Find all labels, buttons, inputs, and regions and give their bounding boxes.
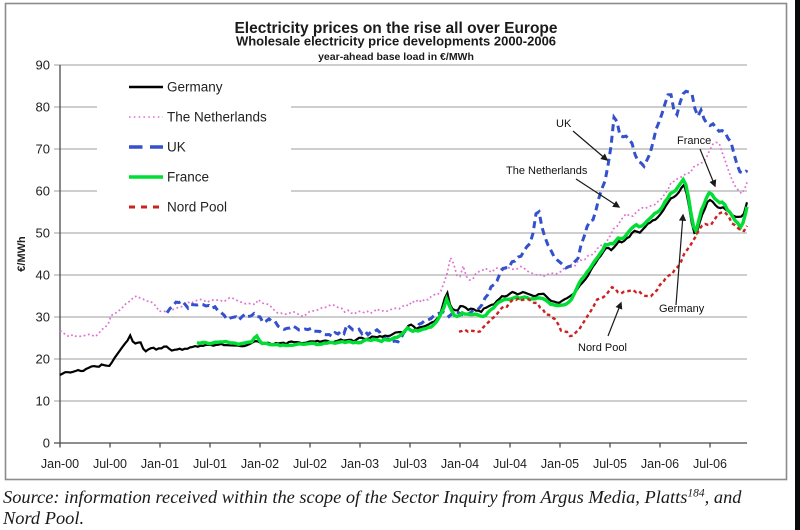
svg-text:France: France [167, 170, 209, 185]
svg-text:€/MWh: €/MWh [16, 236, 28, 272]
svg-text:Jul-05: Jul-05 [593, 457, 627, 471]
svg-text:Jan-06: Jan-06 [641, 457, 679, 471]
svg-text:France: France [677, 135, 711, 147]
svg-text:Jul-04: Jul-04 [493, 457, 527, 471]
svg-text:Germany: Germany [659, 303, 705, 315]
svg-text:Jul-03: Jul-03 [393, 457, 427, 471]
svg-text:Jan-05: Jan-05 [541, 457, 579, 471]
svg-text:Nord Pool.: Nord Pool. [2, 508, 84, 528]
svg-text:80: 80 [36, 100, 50, 115]
svg-text:Jul-00: Jul-00 [93, 457, 127, 471]
svg-text:20: 20 [36, 352, 50, 367]
svg-text:Nord Pool: Nord Pool [167, 200, 227, 215]
svg-text:30: 30 [36, 310, 50, 325]
svg-text:90: 90 [36, 58, 50, 73]
svg-text:year-ahead base load in €/MWh: year-ahead base load in €/MWh [318, 51, 474, 63]
svg-text:Jan-03: Jan-03 [341, 457, 379, 471]
svg-text:Jan-01: Jan-01 [141, 457, 179, 471]
svg-text:UK: UK [556, 118, 572, 130]
svg-text:Jul-01: Jul-01 [193, 457, 227, 471]
svg-text:The Netherlands: The Netherlands [506, 165, 588, 177]
svg-text:Wholesale electricity price de: Wholesale electricity price developments… [236, 34, 556, 49]
svg-text:70: 70 [36, 142, 50, 157]
svg-text:Nord Pool: Nord Pool [578, 342, 627, 354]
svg-text:UK: UK [167, 140, 186, 155]
svg-text:60: 60 [36, 184, 50, 199]
svg-text:Electricity prices on the rise: Electricity prices on the rise all over … [234, 20, 557, 37]
svg-text:The Netherlands: The Netherlands [167, 110, 267, 125]
svg-text:Jan-00: Jan-00 [41, 457, 79, 471]
svg-text:Jan-02: Jan-02 [241, 457, 279, 471]
svg-text:Jul-06: Jul-06 [693, 457, 727, 471]
svg-text:40: 40 [36, 268, 50, 283]
svg-text:50: 50 [36, 226, 50, 241]
svg-text:0: 0 [43, 436, 50, 451]
svg-text:Source: information received w: Source: information received within the … [3, 487, 742, 507]
svg-text:Jul-02: Jul-02 [293, 457, 327, 471]
svg-text:Jan-04: Jan-04 [441, 457, 479, 471]
svg-text:Germany: Germany [167, 80, 223, 95]
svg-text:10: 10 [36, 394, 50, 409]
